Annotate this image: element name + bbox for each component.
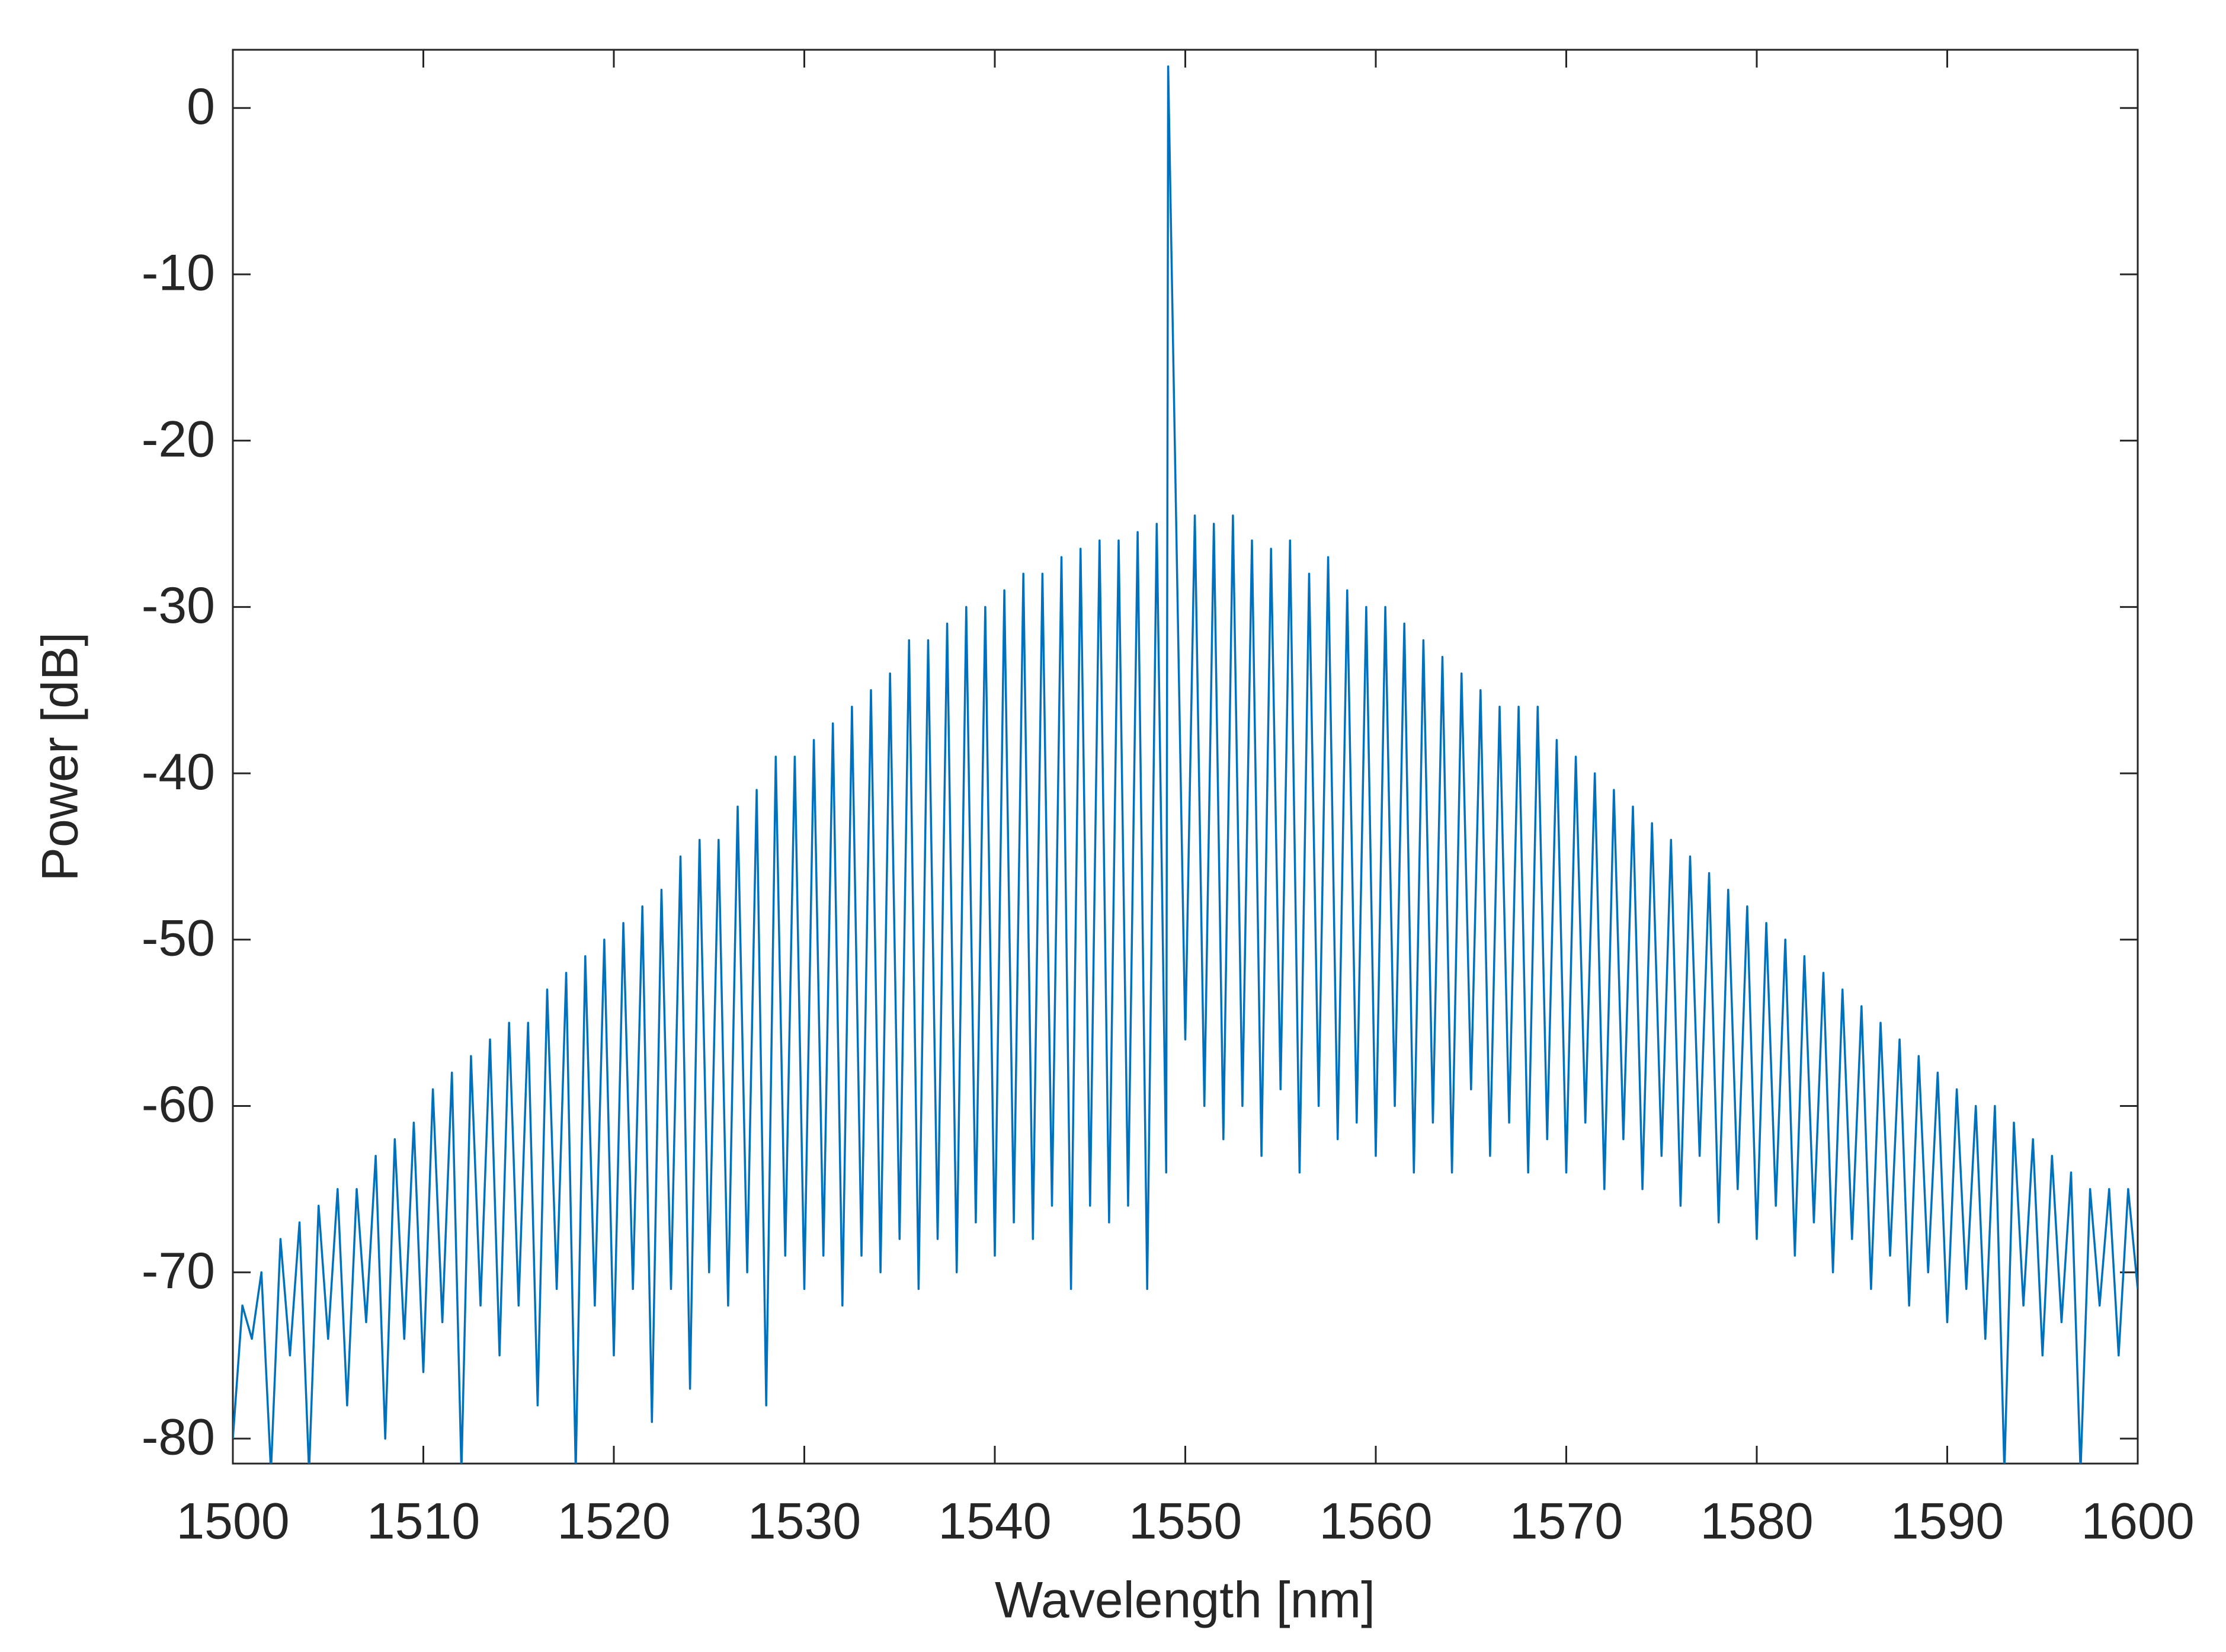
y-tick-label: -50: [142, 910, 215, 966]
plot-area: [232, 49, 2139, 1465]
x-tick-label: 1550: [1129, 1493, 1242, 1550]
y-tick-label: -70: [142, 1243, 215, 1299]
y-tick-label: -80: [142, 1409, 215, 1466]
x-axis-label: Wavelength [nm]: [995, 1572, 1375, 1629]
x-tick-label: 1530: [748, 1493, 861, 1550]
x-tick-label: 1580: [1700, 1493, 1813, 1550]
y-tick-label: -40: [142, 744, 215, 801]
spectrum-line: [233, 65, 2138, 1464]
y-tick-label: 0: [187, 78, 215, 135]
x-tick-label: 1500: [176, 1493, 289, 1550]
y-axis-label: Power [dB]: [32, 632, 89, 882]
y-tick-label: -60: [142, 1076, 215, 1133]
x-tick-label: 1510: [367, 1493, 480, 1550]
x-tick-label: 1600: [2081, 1493, 2194, 1550]
y-tick-label: -30: [142, 577, 215, 634]
y-tick-label: -20: [142, 411, 215, 468]
x-tick-label: 1570: [1510, 1493, 1623, 1550]
x-tick-label: 1590: [1891, 1493, 2004, 1550]
y-tick-label: -10: [142, 245, 215, 302]
x-tick-label: 1540: [938, 1493, 1051, 1550]
x-tick-label: 1520: [557, 1493, 670, 1550]
x-tick-label: 1560: [1319, 1493, 1432, 1550]
